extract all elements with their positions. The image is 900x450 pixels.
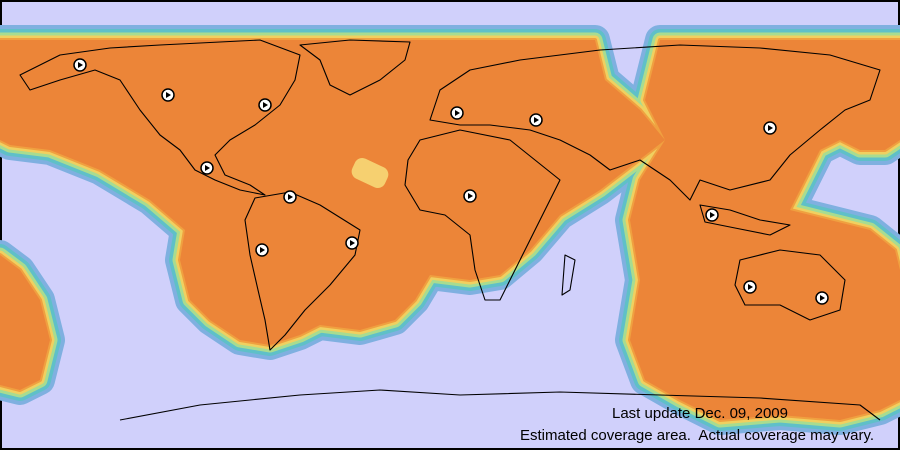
last-update: Last update Dec. 09, 2009: [612, 405, 788, 422]
disclaimer: Estimated coverage area. Actual coverage…: [520, 427, 874, 444]
coverage-area: [0, 40, 900, 420]
continent-outlines: [19, 39, 881, 421]
